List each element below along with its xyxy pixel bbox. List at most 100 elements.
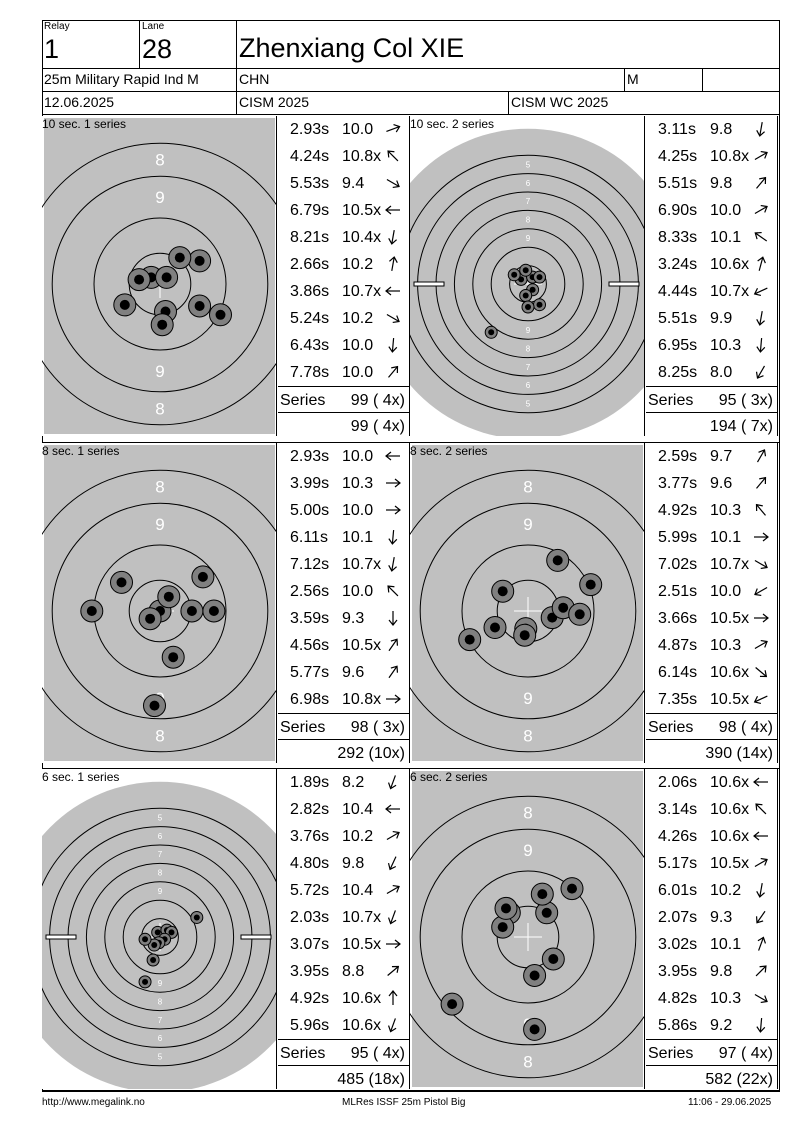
relay-value: 1 (44, 34, 60, 64)
footer-timestamp: 11:06 - 29.06.2025 (688, 1097, 772, 1108)
shot-row: 4.44s 10.7x (646, 278, 777, 305)
shot-hole (568, 602, 592, 626)
svg-text:5: 5 (158, 1053, 163, 1062)
direction-arrow-icon (755, 503, 766, 516)
championship: CISM WC 2025 (511, 94, 609, 110)
direction-arrow-icon (756, 449, 767, 463)
shot-row: 4.24s 10.8x (278, 143, 409, 170)
shot-row: 8.33s 10.1 (646, 224, 777, 251)
direction-arrow-icon (753, 831, 768, 841)
shot-score: 10.0 (710, 583, 742, 600)
athlete-name: Zhenxiang Col XIE (239, 33, 465, 63)
shot-score: 9.2 (710, 1017, 733, 1034)
shot-hole (138, 607, 162, 631)
svg-text:8: 8 (155, 726, 164, 745)
shot-row: 6.14s 10.6x (646, 659, 777, 686)
cumulative-row: 582 (22x) (646, 1066, 777, 1093)
shot-row: 5.96s 10.6x (278, 1012, 409, 1039)
direction-arrow-icon (756, 883, 765, 898)
direction-arrow-icon (755, 965, 767, 977)
shot-score: 10.6x (710, 664, 750, 681)
shot-score: 10.5x (710, 691, 750, 708)
shot-row: 1.89s 8.2 (278, 769, 409, 796)
shot-time: 3.24s (658, 256, 698, 273)
direction-arrow-icon (386, 884, 400, 895)
shot-score: 9.8 (710, 963, 733, 980)
shot-time: 3.14s (658, 801, 698, 818)
shot-time: 6.90s (658, 202, 698, 219)
shot-row: 2.03s 10.7x (278, 904, 409, 931)
svg-text:8: 8 (526, 216, 531, 225)
series-total-label: Series (280, 719, 326, 736)
shot-time: 5.00s (290, 502, 330, 519)
shot-score: 10.3 (710, 337, 742, 354)
athlete-cell: Zhenxiang Col XIE (237, 20, 780, 69)
score-table: 3.11s 9.8 4.25s 10.8x 5.51s 9.8 6.90s 10.0 8.33s… (646, 116, 778, 436)
target-panel: 8 sec. 2 series 8 9 9 8 (410, 443, 645, 763)
svg-text:9: 9 (158, 979, 163, 988)
shot-row: 5.99s 10.1 (646, 524, 777, 551)
shot-time: 4.24s (290, 148, 330, 165)
shot-score: 8.2 (342, 774, 365, 791)
shot-score: 10.3 (342, 475, 374, 492)
gender-cell: M (625, 69, 703, 92)
series-label: 8 sec. 2 series (410, 444, 488, 458)
shot-time: 1.89s (290, 774, 330, 791)
shot-score: 10.2 (342, 310, 374, 327)
extra-cell (703, 69, 780, 92)
event-cell: 25m Military Rapid Ind M (42, 69, 237, 92)
direction-arrow-icon (387, 1018, 397, 1033)
shot-time: 5.51s (658, 175, 698, 192)
shot-score: 8.0 (710, 364, 733, 381)
shot-row: 3.95s 9.8 (646, 958, 777, 985)
shot-score: 10.0 (342, 502, 374, 519)
shot-row: 2.93s 10.0 (278, 443, 409, 470)
shot-score: 10.2 (710, 882, 742, 899)
series-total-row: Series 99 ( 4x) (278, 386, 409, 413)
series-total-label: Series (280, 1045, 326, 1062)
direction-arrow-icon (386, 830, 400, 841)
shot-score: 10.5x (342, 936, 382, 953)
shot-row: 6.43s 10.0 (278, 332, 409, 359)
shot-time: 4.44s (658, 283, 698, 300)
svg-text:5: 5 (526, 160, 531, 169)
shot-score: 9.7 (710, 448, 733, 465)
svg-text:7: 7 (158, 850, 163, 859)
shot-score: 10.5x (342, 637, 382, 654)
direction-arrow-icon (756, 476, 767, 489)
cumulative-row: 194 ( 7x) (646, 413, 777, 440)
direction-arrow-icon (753, 287, 768, 297)
score-table: 2.06s 10.6x 3.14s 10.6x 4.26s 10.6x 5.17s 10.5x… (646, 769, 778, 1089)
shot-time: 7.78s (290, 364, 330, 381)
shot-row: 5.00s 10.0 (278, 497, 409, 524)
series-total-value: 98 ( 3x) (350, 719, 405, 736)
shot-hole (143, 694, 166, 718)
shot-time: 3.59s (290, 610, 330, 627)
series-total-label: Series (648, 392, 694, 409)
shot-hole (113, 293, 137, 317)
shot-hole (533, 270, 546, 284)
shot-score: 9.8 (710, 175, 733, 192)
shot-hole (440, 992, 464, 1016)
direction-arrow-icon (753, 695, 768, 705)
direction-arrow-icon (754, 204, 768, 215)
row-divider (42, 768, 780, 769)
shot-score: 10.0 (342, 448, 374, 465)
shot-row: 5.86s 9.2 (646, 1012, 777, 1039)
shot-score: 10.7x (342, 909, 382, 926)
direction-arrow-icon (388, 665, 399, 679)
shot-time: 5.96s (290, 1017, 330, 1034)
shot-row: 2.66s 10.2 (278, 251, 409, 278)
shot-row: 2.82s 10.4 (278, 796, 409, 823)
shot-hole (523, 1017, 547, 1041)
shot-time: 2.93s (290, 121, 330, 138)
direction-arrow-icon (753, 777, 768, 787)
svg-text:8: 8 (158, 997, 163, 1006)
shot-row: 5.77s 9.6 (278, 659, 409, 686)
shot-row: 3.24s 10.6x (646, 251, 777, 278)
svg-text:8: 8 (526, 344, 531, 353)
cumulative-total: 485 (18x) (337, 1071, 405, 1088)
